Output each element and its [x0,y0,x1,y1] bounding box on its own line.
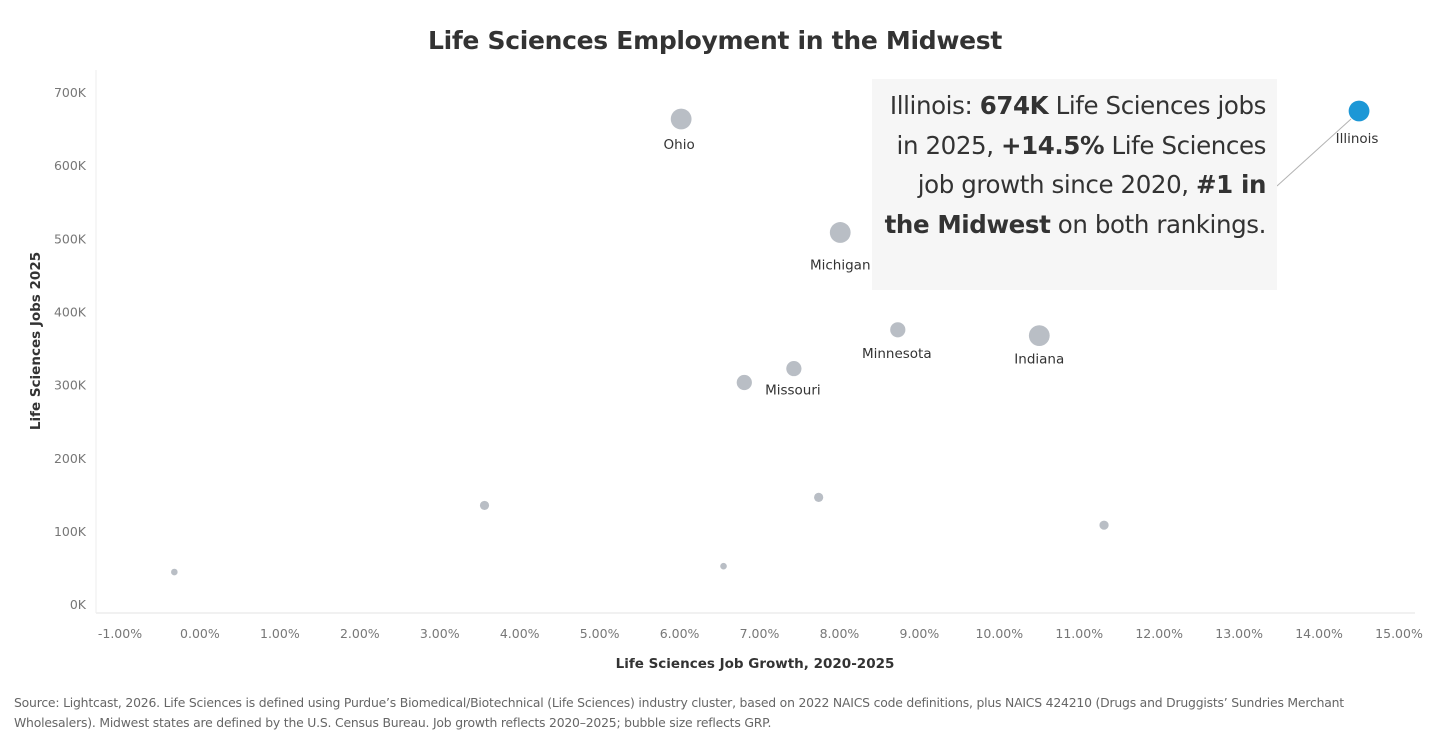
x-tick-label: 6.00% [660,626,700,641]
y-tick-label: 0K [70,597,87,612]
x-tick-label: 0.00% [180,626,220,641]
x-tick-label: 15.00% [1375,626,1423,641]
points-group: Ohio Michigan Minnesota Indiana Missouri Illi… [171,100,1379,576]
point-unlabeled [479,500,490,511]
point-unlabeled [1099,520,1109,530]
x-tick-label: 8.00% [820,626,860,641]
y-axis-title: Life Sciences Jobs 2025 [28,252,44,430]
point-indiana [1028,325,1050,347]
x-tick-label: 3.00% [420,626,460,641]
source-note: Source: Lightcast, 2026. Life Sciences i… [14,695,1344,730]
point-ohio [670,108,692,130]
x-tick-label: 13.00% [1215,626,1263,641]
point-minnesota [890,322,906,338]
point-unlabeled [736,374,752,391]
y-tick-label: 400K [54,304,87,319]
callout-text: on both rankings. [1050,209,1267,239]
callout-jobs-value: 674K [979,91,1049,120]
point-label-ohio: Ohio [664,137,695,153]
point-unlabeled [814,492,824,502]
callout-text: Life Sciences job growth since 2020, [917,130,1267,200]
y-tick-label: 500K [54,231,87,246]
y-tick-label: 600K [54,158,87,173]
callout-growth-value: +14.5% [1001,130,1105,160]
point-michigan [829,222,851,243]
illinois-callout: Illinois: 674K Life Sciences jobs in 202… [872,79,1277,290]
x-tick-label: 7.00% [740,626,780,641]
callout-rank-value: #1 in the Midwest [884,170,1267,239]
y-tick-label: 100K [54,524,87,539]
point-label-missouri: Missouri [765,383,821,399]
y-tick-label: 700K [54,85,87,100]
x-tick-label: 5.00% [580,626,620,641]
x-tick-label: 12.00% [1135,626,1183,641]
point-unlabeled [171,568,178,576]
x-tick-label: 14.00% [1295,626,1343,641]
point-missouri [786,360,802,377]
callout-text: Illinois: [889,91,980,120]
y-tick-label: 200K [54,451,87,466]
x-tick-label: 11.00% [1055,626,1103,641]
point-illinois [1348,100,1370,122]
point-label-indiana: Indiana [1014,352,1064,368]
callout-text: Life Sciences jobs in 2025, [896,91,1267,160]
chart-title: Life Sciences Employment in the Midwest [427,26,1003,55]
point-label-michigan: Michigan [810,257,871,273]
x-tick-label: 9.00% [900,626,940,641]
x-axis-title: Life Sciences Job Growth, 2020-2025 [616,656,895,672]
x-tick-label: 1.00% [260,626,300,641]
y-tick-label: 300K [54,378,87,393]
point-unlabeled [720,562,727,570]
callout-leader-line [1276,118,1352,187]
x-tick-label: 2.00% [340,626,380,641]
x-tick-label: 4.00% [500,626,540,641]
x-tick-label: -1.00% [98,626,142,641]
axes-group: 0K 100K 200K 300K 400K 500K 600K 700K -1.00% 0.00… [54,70,1423,641]
x-tick-label: 10.00% [975,626,1023,641]
scatter-plot: 0K 100K 200K 300K 400K 500K 600K 700K -1.00% 0.00… [28,70,1423,672]
point-label-minnesota: Minnesota [862,346,932,362]
point-label-illinois: Illinois [1336,131,1379,147]
